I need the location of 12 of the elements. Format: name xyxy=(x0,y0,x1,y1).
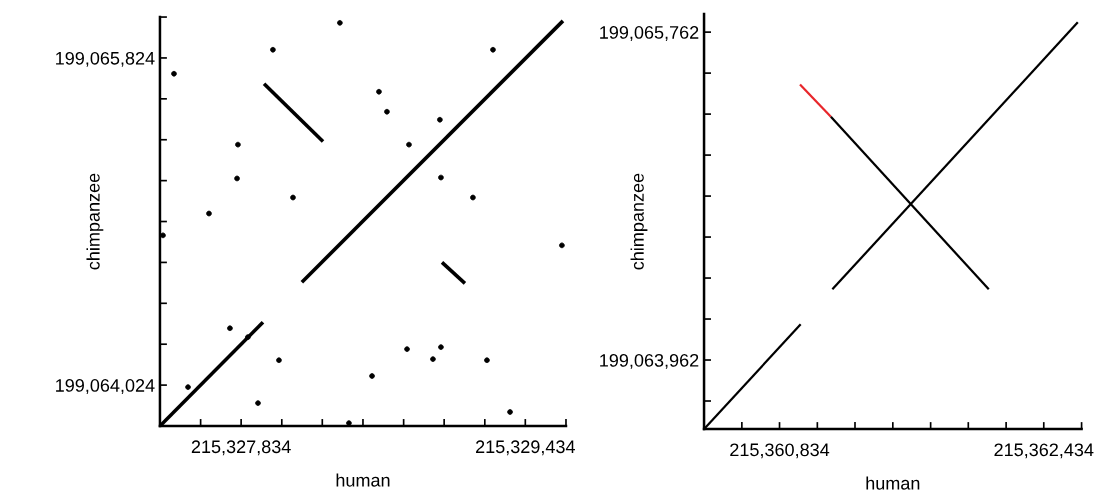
x-axis-title: human xyxy=(336,473,390,487)
y-axis-title: chimpanzee xyxy=(630,173,648,270)
x-axis-title: human xyxy=(866,476,920,490)
y-tick-label: 199,063,962 xyxy=(600,353,699,369)
y-tick-label: 199,064,024 xyxy=(56,379,155,394)
y-tick-label: 199,065,824 xyxy=(56,51,155,67)
x-tick-label: 215,360,834 xyxy=(730,443,830,459)
y-axis-title: chimpanzee xyxy=(86,173,104,270)
x-tick-label: 215,327,834 xyxy=(191,440,291,456)
x-tick-label: 215,329,434 xyxy=(476,440,575,456)
x-tick-label: 215,362,434 xyxy=(994,443,1094,459)
y-tick-label: 199,065,762 xyxy=(600,26,699,41)
